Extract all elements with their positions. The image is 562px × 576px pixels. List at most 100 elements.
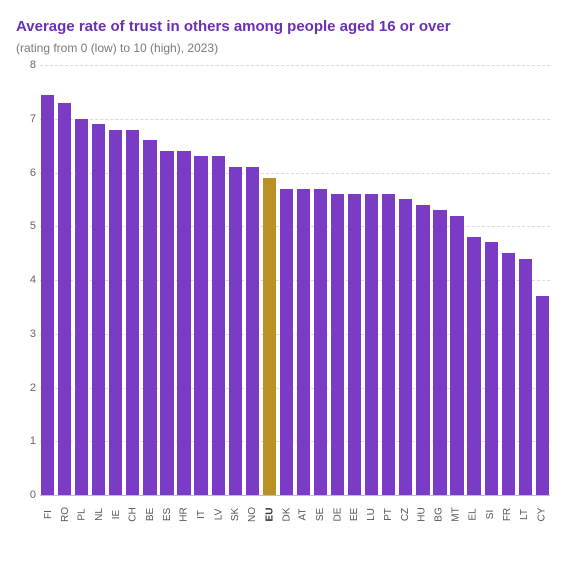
bar-fill <box>58 103 71 495</box>
y-tick-label: 8 <box>12 59 36 71</box>
y-tick-label: 1 <box>12 435 36 447</box>
chart-subtitle: (rating from 0 (low) to 10 (high), 2023) <box>16 41 550 55</box>
bar-fill <box>314 189 327 495</box>
x-tick-label: DE <box>332 508 343 522</box>
x-tick-LT: LT <box>516 495 533 535</box>
chart-title: Average rate of trust in others among pe… <box>16 18 550 35</box>
x-tick-label: AT <box>298 508 309 520</box>
bar-HR <box>177 65 192 495</box>
bar-fill <box>399 199 412 495</box>
x-tick-IT: IT <box>193 495 210 535</box>
bar-fill <box>519 259 532 496</box>
bar-fill <box>41 95 54 495</box>
x-tick-SI: SI <box>482 495 499 535</box>
y-tick-label: 7 <box>12 113 36 125</box>
x-tick-label: IT <box>196 510 207 519</box>
bar-SE <box>313 65 328 495</box>
bar-DK <box>279 65 294 495</box>
bar-LT <box>518 65 533 495</box>
x-tick-LU: LU <box>363 495 380 535</box>
bar-DE <box>330 65 345 495</box>
x-tick-SE: SE <box>312 495 329 535</box>
bar-fill <box>143 140 156 495</box>
y-tick-label: 3 <box>12 328 36 340</box>
bar-fill <box>502 253 515 495</box>
bar-fill <box>126 130 139 496</box>
bar-fill <box>450 216 463 496</box>
x-tick-EL: EL <box>465 495 482 535</box>
bar-fill <box>536 296 549 495</box>
bar-CH <box>125 65 140 495</box>
x-tick-label: SE <box>315 508 326 521</box>
bar-fill <box>229 167 242 495</box>
x-tick-BG: BG <box>431 495 448 535</box>
bar-SK <box>228 65 243 495</box>
x-tick-label: MT <box>451 507 462 521</box>
x-tick-AT: AT <box>295 495 312 535</box>
bar-fill <box>467 237 480 495</box>
bar-fill <box>331 194 344 495</box>
x-tick-label: DK <box>281 508 292 522</box>
bar-NO <box>245 65 260 495</box>
x-tick-label: HR <box>179 507 190 521</box>
x-tick-label: FR <box>502 508 513 521</box>
x-tick-label: ES <box>162 508 173 521</box>
bar-EE <box>347 65 362 495</box>
bar-LU <box>364 65 379 495</box>
x-tick-NO: NO <box>244 495 261 535</box>
x-tick-label: BG <box>434 507 445 521</box>
x-tick-HR: HR <box>176 495 193 535</box>
x-tick-label: SI <box>485 510 496 519</box>
bar-fill <box>177 151 190 495</box>
x-tick-label: CH <box>128 507 139 521</box>
x-tick-EE: EE <box>346 495 363 535</box>
x-tick-DE: DE <box>329 495 346 535</box>
x-tick-label: NL <box>94 508 105 521</box>
x-tick-label: IE <box>111 510 122 519</box>
x-tick-label: SK <box>230 508 241 521</box>
x-tick-CY: CY <box>533 495 550 535</box>
bar-LV <box>211 65 226 495</box>
bar-fill <box>348 194 361 495</box>
bar-IE <box>108 65 123 495</box>
x-tick-label: LV <box>213 509 224 521</box>
bar-NL <box>91 65 106 495</box>
bar-FR <box>501 65 516 495</box>
x-tick-FR: FR <box>499 495 516 535</box>
x-tick-MT: MT <box>448 495 465 535</box>
y-tick-label: 6 <box>12 167 36 179</box>
trust-chart: Average rate of trust in others among pe… <box>0 0 562 576</box>
bar-MT <box>450 65 465 495</box>
x-tick-label: FI <box>43 510 54 519</box>
y-tick-label: 2 <box>12 382 36 394</box>
bars-container <box>40 65 550 495</box>
x-tick-PL: PL <box>74 495 91 535</box>
x-tick-EU: EU <box>261 495 278 535</box>
x-tick-label: PL <box>77 508 88 520</box>
x-tick-label: NO <box>247 507 258 522</box>
x-tick-RO: RO <box>57 495 74 535</box>
bar-BE <box>142 65 157 495</box>
x-tick-label: LU <box>366 508 377 521</box>
bar-fill <box>160 151 173 495</box>
bar-fill <box>109 130 122 496</box>
bar-BG <box>432 65 447 495</box>
bar-fill <box>194 156 207 495</box>
x-tick-CH: CH <box>125 495 142 535</box>
bar-RO <box>57 65 72 495</box>
bar-fill <box>485 242 498 495</box>
x-tick-NL: NL <box>91 495 108 535</box>
x-tick-label: EU <box>264 508 275 522</box>
x-tick-PT: PT <box>380 495 397 535</box>
bar-IT <box>194 65 209 495</box>
bar-CY <box>535 65 550 495</box>
x-tick-CZ: CZ <box>397 495 414 535</box>
bar-fill <box>416 205 429 495</box>
bar-fill <box>246 167 259 495</box>
y-tick-label: 0 <box>12 489 36 501</box>
x-tick-DK: DK <box>278 495 295 535</box>
bar-fill <box>212 156 225 495</box>
bar-fill <box>75 119 88 495</box>
x-tick-label: PT <box>383 508 394 521</box>
x-tick-label: CY <box>536 508 547 522</box>
